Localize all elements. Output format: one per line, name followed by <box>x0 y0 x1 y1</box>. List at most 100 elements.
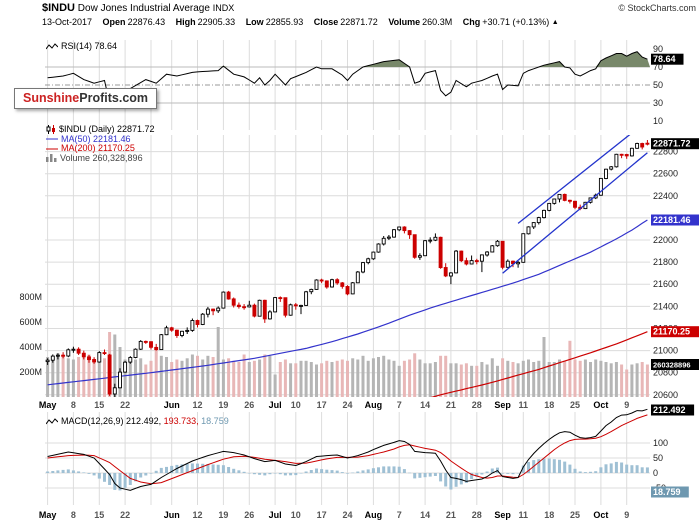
close-value: 22871.72 <box>340 17 378 27</box>
svg-text:22: 22 <box>120 510 130 520</box>
legend-ma200: MA(200) 21170.25 <box>46 143 155 154</box>
svg-text:0: 0 <box>653 468 658 478</box>
macd-value: 212.492, <box>126 416 162 426</box>
legend-ma50-label: MA(50) 22181.46 <box>61 133 131 144</box>
svg-text:22800: 22800 <box>653 147 678 157</box>
svg-text:Jun: Jun <box>164 510 180 520</box>
svg-text:20600: 20600 <box>653 390 678 400</box>
svg-text:8: 8 <box>71 510 76 520</box>
svg-text:18: 18 <box>544 510 554 520</box>
legend-ma50: MA(50) 22181.46 <box>46 133 155 145</box>
svg-text:24: 24 <box>342 510 352 520</box>
volume-label: Volume <box>388 17 421 27</box>
svg-text:70: 70 <box>653 62 663 72</box>
legend-ma200-label: MA(200) 21170.25 <box>61 143 135 154</box>
macd-name: MACD(12,26,9) <box>61 416 124 426</box>
low-value: 22855.93 <box>265 17 304 27</box>
legend-symbol-row: $INDU (Daily) 22871.72 <box>46 124 155 135</box>
svg-text:21170.25: 21170.25 <box>653 327 690 337</box>
up-arrow-icon: ▲ <box>551 19 559 26</box>
svg-text:19: 19 <box>218 400 228 410</box>
svg-text:7: 7 <box>397 400 402 410</box>
macd-signal-value: 193.733, <box>163 416 199 426</box>
open-value: 22876.43 <box>127 17 166 27</box>
svg-text:200M: 200M <box>19 367 42 377</box>
rsi-legend: RSI(14) 78.64 <box>45 41 118 51</box>
svg-text:21400: 21400 <box>653 301 678 311</box>
close-label: Close <box>313 17 339 27</box>
svg-text:14: 14 <box>420 510 430 520</box>
svg-text:21600: 21600 <box>653 279 678 289</box>
svg-text:28: 28 <box>472 510 482 520</box>
macd-hist-value: 18.759 <box>201 416 229 426</box>
svg-text:14: 14 <box>420 400 430 410</box>
svg-text:9: 9 <box>624 400 629 410</box>
svg-text:22181.46: 22181.46 <box>653 215 691 225</box>
svg-text:11: 11 <box>519 400 529 410</box>
svg-text:21: 21 <box>446 400 456 410</box>
legend-volume-label: Volume 260,328,896 <box>60 152 143 163</box>
svg-text:15: 15 <box>94 510 104 520</box>
svg-text:18.759: 18.759 <box>653 487 681 497</box>
svg-text:12: 12 <box>192 400 202 410</box>
svg-text:800M: 800M <box>19 292 42 302</box>
volume-value: 260.3M <box>422 17 453 27</box>
svg-text:30: 30 <box>653 98 663 108</box>
svg-text:May: May <box>39 510 57 520</box>
svg-text:10: 10 <box>291 400 301 410</box>
line-chart-icon <box>45 417 59 424</box>
svg-text:10: 10 <box>653 116 663 126</box>
chg-value: +30.71 (+0.13%) <box>482 17 550 27</box>
svg-text:26: 26 <box>244 400 254 410</box>
svg-text:50: 50 <box>653 453 663 463</box>
line-chart-icon <box>45 42 59 49</box>
logo-part1: Sunshine <box>23 91 80 105</box>
chart-date: 13-Oct-2017 <box>42 17 93 27</box>
candlestick-icon <box>46 125 55 135</box>
exchange: INDX <box>212 3 235 13</box>
logo-part2: Profits.com <box>79 91 149 105</box>
svg-text:10: 10 <box>291 510 301 520</box>
svg-text:15: 15 <box>94 400 104 410</box>
ma-line-icon <box>46 148 58 150</box>
svg-text:26: 26 <box>244 510 254 520</box>
svg-text:7: 7 <box>397 510 402 520</box>
svg-text:9: 9 <box>624 510 629 520</box>
svg-text:22: 22 <box>120 400 130 410</box>
svg-text:Oct: Oct <box>593 510 608 520</box>
rsi-legend-label: RSI(14) 78.64 <box>61 41 118 51</box>
svg-text:18: 18 <box>544 400 554 410</box>
svg-text:78.64: 78.64 <box>653 54 676 64</box>
svg-text:17: 17 <box>317 400 327 410</box>
svg-text:28: 28 <box>472 400 482 410</box>
low-label: Low <box>245 17 264 27</box>
ma-line-icon <box>46 138 58 140</box>
svg-text:12: 12 <box>192 510 202 520</box>
svg-text:May: May <box>39 400 57 410</box>
svg-text:Jul: Jul <box>269 400 282 410</box>
quote-line: 13-Oct-2017 Open 22876.43 High 22905.33 Lo… <box>42 17 559 27</box>
svg-text:21000: 21000 <box>653 346 678 356</box>
symbol: $INDU <box>42 2 76 14</box>
svg-text:21800: 21800 <box>653 257 678 267</box>
svg-text:22871.72: 22871.72 <box>653 139 691 149</box>
open-label: Open <box>102 17 126 27</box>
svg-text:Aug: Aug <box>365 510 383 520</box>
svg-text:100: 100 <box>653 438 668 448</box>
svg-text:11: 11 <box>519 510 529 520</box>
svg-text:8: 8 <box>71 400 76 410</box>
sunshine-profits-logo: SunshineProfits.com <box>14 88 158 109</box>
svg-text:Sep: Sep <box>494 400 511 410</box>
high-value: 22905.33 <box>197 17 236 27</box>
svg-text:24: 24 <box>342 400 352 410</box>
legend-volume: Volume 260,328,896 <box>46 152 155 164</box>
macd-legend: MACD(12,26,9) 212.492, 193.733, 18.759 <box>45 416 229 426</box>
svg-text:22600: 22600 <box>653 169 678 179</box>
main-legend: $INDU (Daily) 22871.72 MA(50) 22181.46 M… <box>46 124 155 164</box>
svg-text:22400: 22400 <box>653 191 678 201</box>
svg-text:Oct: Oct <box>593 400 608 410</box>
svg-text:25: 25 <box>570 400 580 410</box>
chart-header: $INDU Dow Jones Industrial Average INDX <box>42 2 234 14</box>
